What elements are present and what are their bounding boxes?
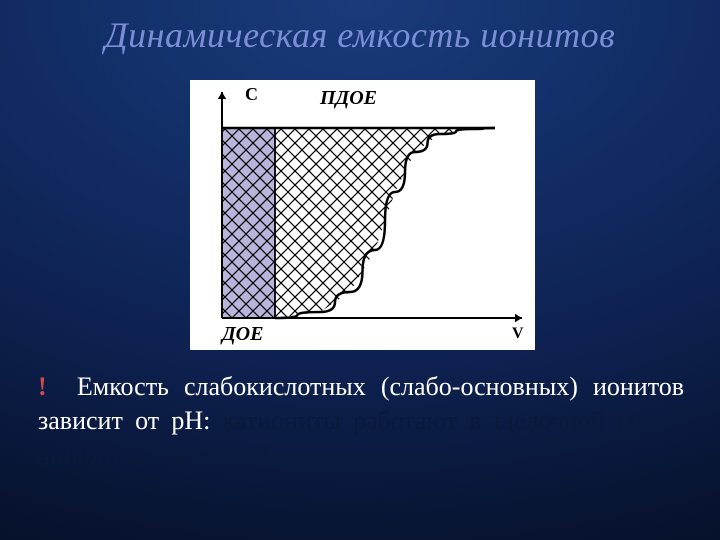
slide: Динамическая емкость ионитов C V ПДОЕ ДОЕ !… (0, 0, 720, 540)
svg-text:V: V (512, 325, 524, 342)
svg-text:C: C (245, 84, 258, 104)
svg-text:ДОЕ: ДОЕ (220, 323, 263, 345)
slide-title: Динамическая емкость ионитов (0, 14, 720, 56)
capacity-chart: C V ПДОЕ ДОЕ (190, 80, 535, 350)
body-paragraph: ! Емкость слабокислотных (слабо-основных… (38, 370, 684, 473)
chart-container: C V ПДОЕ ДОЕ (190, 80, 535, 350)
exclaim-mark: ! (38, 372, 47, 401)
svg-text:ПДОЕ: ПДОЕ (319, 87, 377, 109)
